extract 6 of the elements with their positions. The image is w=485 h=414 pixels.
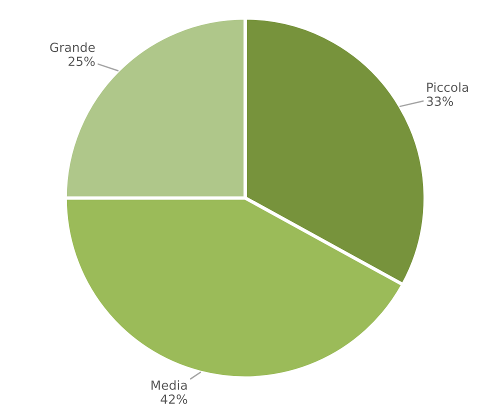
slice-label: Piccola	[427, 82, 468, 92]
slice-label: Grande	[50, 42, 95, 52]
data-label: 25%	[68, 56, 95, 66]
slice-label: Media	[152, 380, 187, 390]
data-label: 33%	[426, 96, 454, 106]
data-label: 42%	[160, 394, 188, 404]
